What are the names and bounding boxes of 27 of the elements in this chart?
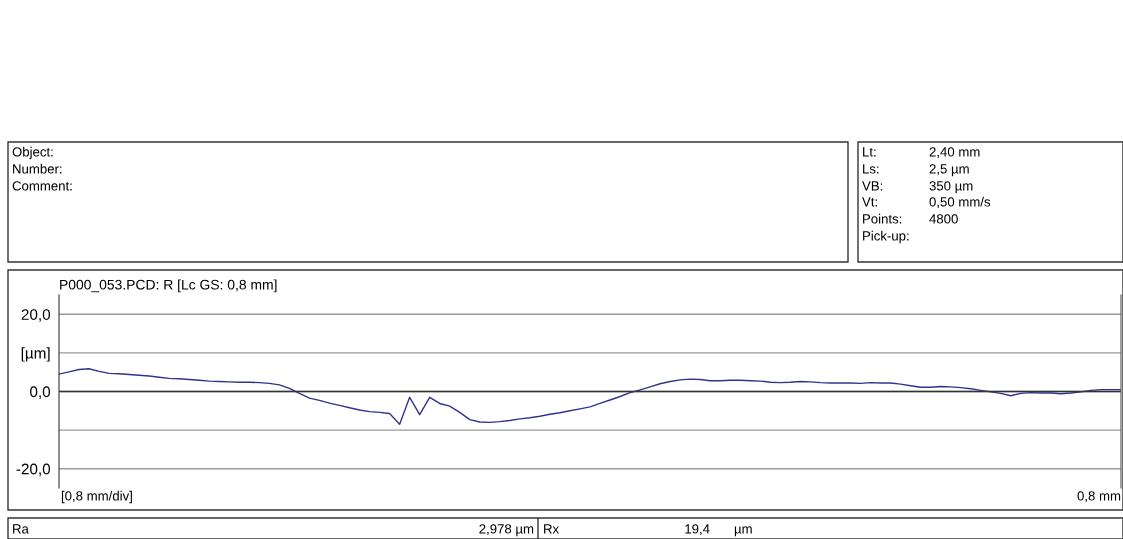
text: 0,8 mm — [1077, 491, 1121, 503]
text: VB: — [862, 181, 883, 191]
text: Points: — [863, 213, 902, 224]
y-tick-label: [µm] — [21, 347, 50, 362]
text: Lt: — [863, 147, 876, 157]
text: µm — [734, 526, 752, 537]
text: Comment: — [12, 181, 72, 191]
y-tick-label: 0,0 — [30, 386, 51, 399]
text: [0,8 mm/div] — [61, 490, 132, 504]
text: 4800 — [929, 214, 958, 224]
text: Number: — [13, 163, 62, 174]
text: 19,4 — [685, 524, 710, 536]
text: 2,5 µm — [929, 164, 969, 177]
text: Ra — [13, 524, 29, 534]
text: Pick-up: — [863, 230, 909, 244]
line-series — [59, 368, 1121, 426]
chart-title: P000_053.PCD: R [Lc GS: 0,8 mm] — [60, 279, 277, 293]
text: 0,50 mm/s — [929, 196, 991, 209]
text: 350 µm — [929, 181, 973, 194]
y-tick-label: -20,0 — [16, 463, 51, 477]
text: Ls: — [863, 164, 879, 174]
y-tick-label: 20,0 — [21, 309, 51, 322]
text: 2,978 µm — [479, 524, 534, 537]
text: Object: — [12, 146, 53, 160]
text: Vt: — [862, 197, 877, 207]
text: 2,40 mm — [929, 147, 980, 159]
text: Rx — [544, 524, 559, 534]
